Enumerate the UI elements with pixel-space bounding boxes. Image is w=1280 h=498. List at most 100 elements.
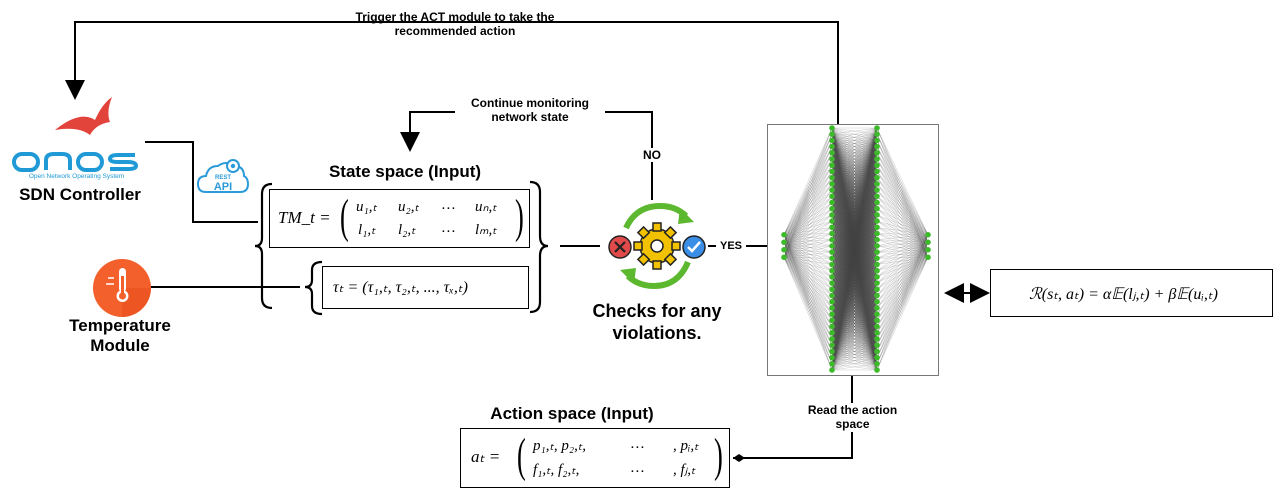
nn-node xyxy=(829,292,835,299)
reward-box: ℛ(sₜ, aₜ) = α𝔼(lⱼ,ₜ) + β𝔼(uᵢ,ₜ) xyxy=(990,269,1273,317)
nn-node xyxy=(874,292,880,299)
nn-node xyxy=(874,212,880,218)
nn-node xyxy=(829,280,835,286)
nn-node xyxy=(874,261,880,268)
nn-node xyxy=(874,311,880,317)
nn-node xyxy=(874,193,880,200)
nn-node xyxy=(874,267,880,274)
nn-node xyxy=(874,125,880,131)
onos-bird-icon xyxy=(55,97,112,135)
nn-node xyxy=(874,323,880,330)
tm-lhs: TM_t = xyxy=(278,208,331,227)
nn-node xyxy=(829,367,835,373)
a-r2c2: … xyxy=(631,460,645,476)
a-r2c1: f₁,ₜ, f₂,ₜ, xyxy=(533,462,580,478)
sdn-controller-label: SDN Controller xyxy=(19,185,141,204)
nn-node xyxy=(874,218,880,224)
a-r1c1: p₁,ₜ, p₂,ₜ, xyxy=(533,438,587,454)
api-text: API xyxy=(213,181,233,193)
nn-node xyxy=(829,230,835,237)
nn-node xyxy=(829,255,835,262)
state-space-title: State space (Input) xyxy=(328,162,482,181)
state-right-brace xyxy=(529,180,549,314)
nn-node xyxy=(829,218,835,224)
read-action-diamond xyxy=(733,454,745,462)
yes-label: YES xyxy=(716,240,746,254)
rest-text: REST xyxy=(214,175,231,181)
trigger-label: Trigger the ACT module to take the recom… xyxy=(355,10,555,39)
a-r1c3: , pᵢ,ₜ xyxy=(673,438,699,454)
nn-node xyxy=(829,174,835,181)
tm-r1c4: uₙ,ₜ xyxy=(475,199,497,215)
nn-node xyxy=(829,181,835,187)
trigger-arrow xyxy=(65,21,839,124)
nn-node xyxy=(874,205,880,212)
onos-tagline: Open Network Operating System xyxy=(28,173,125,180)
nn-node xyxy=(874,181,880,187)
nn-node xyxy=(829,323,835,330)
nn-node xyxy=(925,246,931,253)
nn-node xyxy=(781,254,787,261)
nn-node xyxy=(829,199,835,206)
nn-node xyxy=(829,360,835,367)
tm-matrix-box: TM_t = ( ) u₁,ₜ u₂,ₜ … uₙ,ₜ l₁,ₜ l₂,ₜ … … xyxy=(269,189,530,248)
nn-node xyxy=(829,193,835,200)
tm-r2c4: lₘ,ₜ xyxy=(475,222,497,238)
nn-node xyxy=(874,150,880,156)
nn-node xyxy=(829,249,835,255)
nn-edges xyxy=(783,127,929,371)
nn-node xyxy=(829,305,835,311)
nn-node xyxy=(874,224,880,231)
a-r1c2: … xyxy=(631,436,645,452)
nn-node xyxy=(874,249,880,255)
tau-left-brace xyxy=(304,260,323,316)
nn-node xyxy=(874,360,880,367)
nn-node xyxy=(829,236,835,243)
continue-label: Continue monitoring network state xyxy=(455,96,605,125)
nn-node xyxy=(829,125,835,131)
checks-label: Checks for any violations. xyxy=(592,301,722,343)
nn-node xyxy=(874,348,880,355)
tm-r1c1: u₁,ₜ xyxy=(356,199,377,215)
nn-node xyxy=(829,205,835,212)
nn-node xyxy=(829,131,835,138)
nn-node xyxy=(874,329,880,336)
nn-node xyxy=(874,143,880,150)
nn-node xyxy=(874,162,880,169)
nn-node xyxy=(874,336,880,342)
nn-node xyxy=(829,224,835,231)
tm-right-paren: ) xyxy=(515,190,524,243)
nn-node xyxy=(829,354,835,361)
nn-node xyxy=(829,329,835,336)
a-left-paren: ( xyxy=(517,429,526,482)
nn-node xyxy=(874,280,880,286)
nn-node xyxy=(781,231,787,238)
tm-r2c3: … xyxy=(442,220,456,236)
nn-node xyxy=(829,267,835,274)
nn-node xyxy=(829,348,835,355)
action-matrix-box: aₜ = ( ) p₁,ₜ, p₂,ₜ, … , pᵢ,ₜ f₁,ₜ, f₂,ₜ… xyxy=(460,428,730,488)
tm-r2c1: l₁,ₜ xyxy=(358,222,376,238)
nn-node xyxy=(829,162,835,169)
temperature-module-label: Temperature Module xyxy=(69,316,171,356)
nn-node xyxy=(874,243,880,249)
nn-node xyxy=(829,143,835,150)
a-right-paren: ) xyxy=(714,429,723,482)
nn-node xyxy=(874,317,880,324)
nn-node xyxy=(874,137,880,144)
nn-node xyxy=(874,236,880,243)
nn-node xyxy=(829,317,835,324)
tau-box: τₜ = (τ₁,ₜ, τ₂,ₜ, ..., τₓ,ₜ) xyxy=(322,266,529,309)
state-left-brace xyxy=(254,182,273,310)
nn-node xyxy=(874,367,880,373)
tm-left-paren: ( xyxy=(340,190,349,243)
nn-node xyxy=(874,174,880,181)
nn-node xyxy=(874,298,880,305)
nn-node xyxy=(925,231,931,238)
a-lhs: aₜ = xyxy=(471,447,501,466)
nn-node xyxy=(874,156,880,162)
tm-r1c3: … xyxy=(442,197,456,213)
